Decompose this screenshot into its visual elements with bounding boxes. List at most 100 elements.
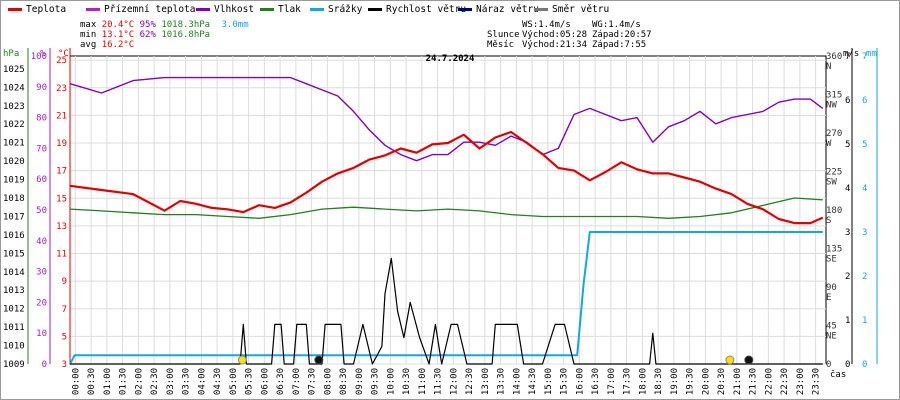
- hpa-unit: hPa: [3, 49, 19, 59]
- x-tick-label: 12:00: [449, 368, 459, 395]
- legend-label: Srážky: [328, 4, 363, 15]
- moon-rise: Východ:21:34: [522, 40, 588, 50]
- x-tick-label: 05:00: [229, 368, 239, 395]
- temp-tick-label: 7: [62, 305, 67, 315]
- hpa-tick-label: 1023: [3, 102, 25, 112]
- temp-tick-label: 19: [56, 139, 67, 149]
- x-tick-label: 23:30: [812, 368, 822, 395]
- dir-compass-label: SW: [826, 178, 837, 188]
- legend-label: Vlhkost: [214, 4, 255, 15]
- hpa-tick-label: 1009: [3, 360, 25, 370]
- ms-tick-label: 3: [845, 228, 850, 238]
- pct-tick-label: 100: [31, 52, 47, 62]
- legend-item: Teplota: [8, 4, 66, 16]
- x-tick-label: 01:00: [103, 368, 113, 395]
- temp-tick-label: 3: [62, 360, 67, 370]
- x-tick-label: 04:00: [197, 368, 207, 395]
- plot-border: [69, 55, 827, 365]
- x-tick-label: 18:00: [638, 368, 648, 395]
- legend-item: Tlak: [260, 4, 301, 16]
- x-axis-label: čas: [830, 369, 846, 380]
- hpa-tick-label: 1025: [3, 65, 25, 75]
- max-label: max: [80, 20, 97, 30]
- sun-rise: Východ:05:28: [522, 30, 588, 40]
- legend-swatch: [86, 8, 100, 11]
- x-tick-label: 20:00: [701, 368, 711, 395]
- legend-label: Teplota: [26, 4, 67, 15]
- dir-tick-label: 315: [826, 91, 842, 101]
- ms-tick-label: 6: [845, 96, 850, 106]
- humidity-line: [69, 76, 824, 162]
- hpa-tick-label: 1018: [3, 194, 25, 204]
- x-tick-label: 04:30: [213, 368, 223, 395]
- wind-speed-line: [70, 257, 823, 365]
- moonset-marker: [314, 355, 324, 365]
- x-tick-label: 01:30: [119, 368, 129, 395]
- moonrise-marker: [744, 355, 754, 365]
- hpa-tick-label: 1017: [3, 212, 25, 222]
- min-temp: 13.1°C: [101, 30, 135, 40]
- dir-compass-label: NW: [826, 101, 837, 111]
- dir-compass-label: SE: [826, 255, 837, 265]
- mm-tick-label: 7: [862, 52, 867, 62]
- x-tick-label: 22:00: [764, 368, 774, 395]
- temp-tick-label: 17: [56, 167, 67, 177]
- sunrise-marker: [237, 355, 247, 365]
- x-tick-label: 09:00: [355, 368, 365, 395]
- ms-tick-label: 2: [845, 272, 850, 282]
- ms-tick-label: 4: [845, 184, 850, 194]
- legend-swatch: [310, 8, 324, 11]
- mm-tick-label: 3: [862, 228, 867, 238]
- x-tick-label: 19:00: [670, 368, 680, 395]
- pct-tick-label: 20: [36, 298, 47, 308]
- x-tick-label: 00:30: [87, 368, 97, 395]
- dir-tick-label: 0: [826, 360, 831, 370]
- min-press: 1016.8hPa: [161, 30, 211, 40]
- dir-compass-label: NE: [826, 332, 837, 342]
- temp-tick-label: 25: [56, 56, 67, 66]
- pct-unit: %: [40, 49, 46, 59]
- mm-tick-label: 0: [862, 360, 867, 370]
- ms-tick-label: 0: [845, 360, 850, 370]
- legend-label: Směr větru: [552, 4, 610, 15]
- hpa-tick-label: 1015: [3, 249, 25, 259]
- sun-set: Západ:20:57: [592, 30, 652, 40]
- dir-tick-label: 45: [826, 322, 837, 332]
- x-tick-label: 13:00: [481, 368, 491, 395]
- dir-compass-label: W: [826, 139, 832, 149]
- ws-value: WS:1.4m/s: [522, 20, 571, 30]
- x-tick-label: 00:00: [71, 368, 81, 395]
- x-tick-label: 12:30: [465, 368, 475, 395]
- dir-tick-label: 135: [826, 245, 842, 255]
- moon-label: Měsíc: [487, 40, 515, 50]
- x-tick-label: 02:30: [150, 368, 160, 395]
- hpa-tick-label: 1016: [3, 231, 25, 241]
- x-tick-label: 19:30: [686, 368, 696, 395]
- x-tick-label: 07:30: [308, 368, 318, 395]
- avg-label: avg: [80, 40, 97, 50]
- temp-tick-label: 21: [56, 111, 67, 121]
- x-tick-label: 10:30: [402, 368, 412, 395]
- stats-max: max 20.4°C 95% 1018.3hPa 3.0mm: [80, 20, 249, 30]
- max-rain: 3.0mm: [221, 20, 249, 30]
- legend-item: Náraz větru: [458, 4, 539, 16]
- stats-avg: avg 16.2°C: [80, 40, 134, 50]
- legend-swatch: [368, 8, 382, 11]
- pct-tick-label: 90: [36, 83, 47, 93]
- mm-tick-label: 4: [862, 184, 867, 194]
- hpa-tick-label: 1019: [3, 176, 25, 186]
- x-tick-label: 15:00: [544, 368, 554, 395]
- chart-title: 24.7.2024: [426, 54, 475, 64]
- hpa-tick-label: 1014: [3, 268, 25, 278]
- max-hum: 95%: [139, 20, 156, 30]
- temp-tick-label: 5: [62, 332, 67, 342]
- hpa-tick-label: 1010: [3, 342, 25, 352]
- dir-compass-label: E: [826, 293, 831, 303]
- x-tick-label: 11:30: [434, 368, 444, 395]
- wg-value: WG:1.4m/s: [592, 20, 641, 30]
- x-tick-label: 17:30: [623, 368, 633, 395]
- sunset-marker: [725, 355, 735, 365]
- sun-label: Slunce: [487, 30, 520, 40]
- moon-set: Západ:7:55: [592, 40, 647, 50]
